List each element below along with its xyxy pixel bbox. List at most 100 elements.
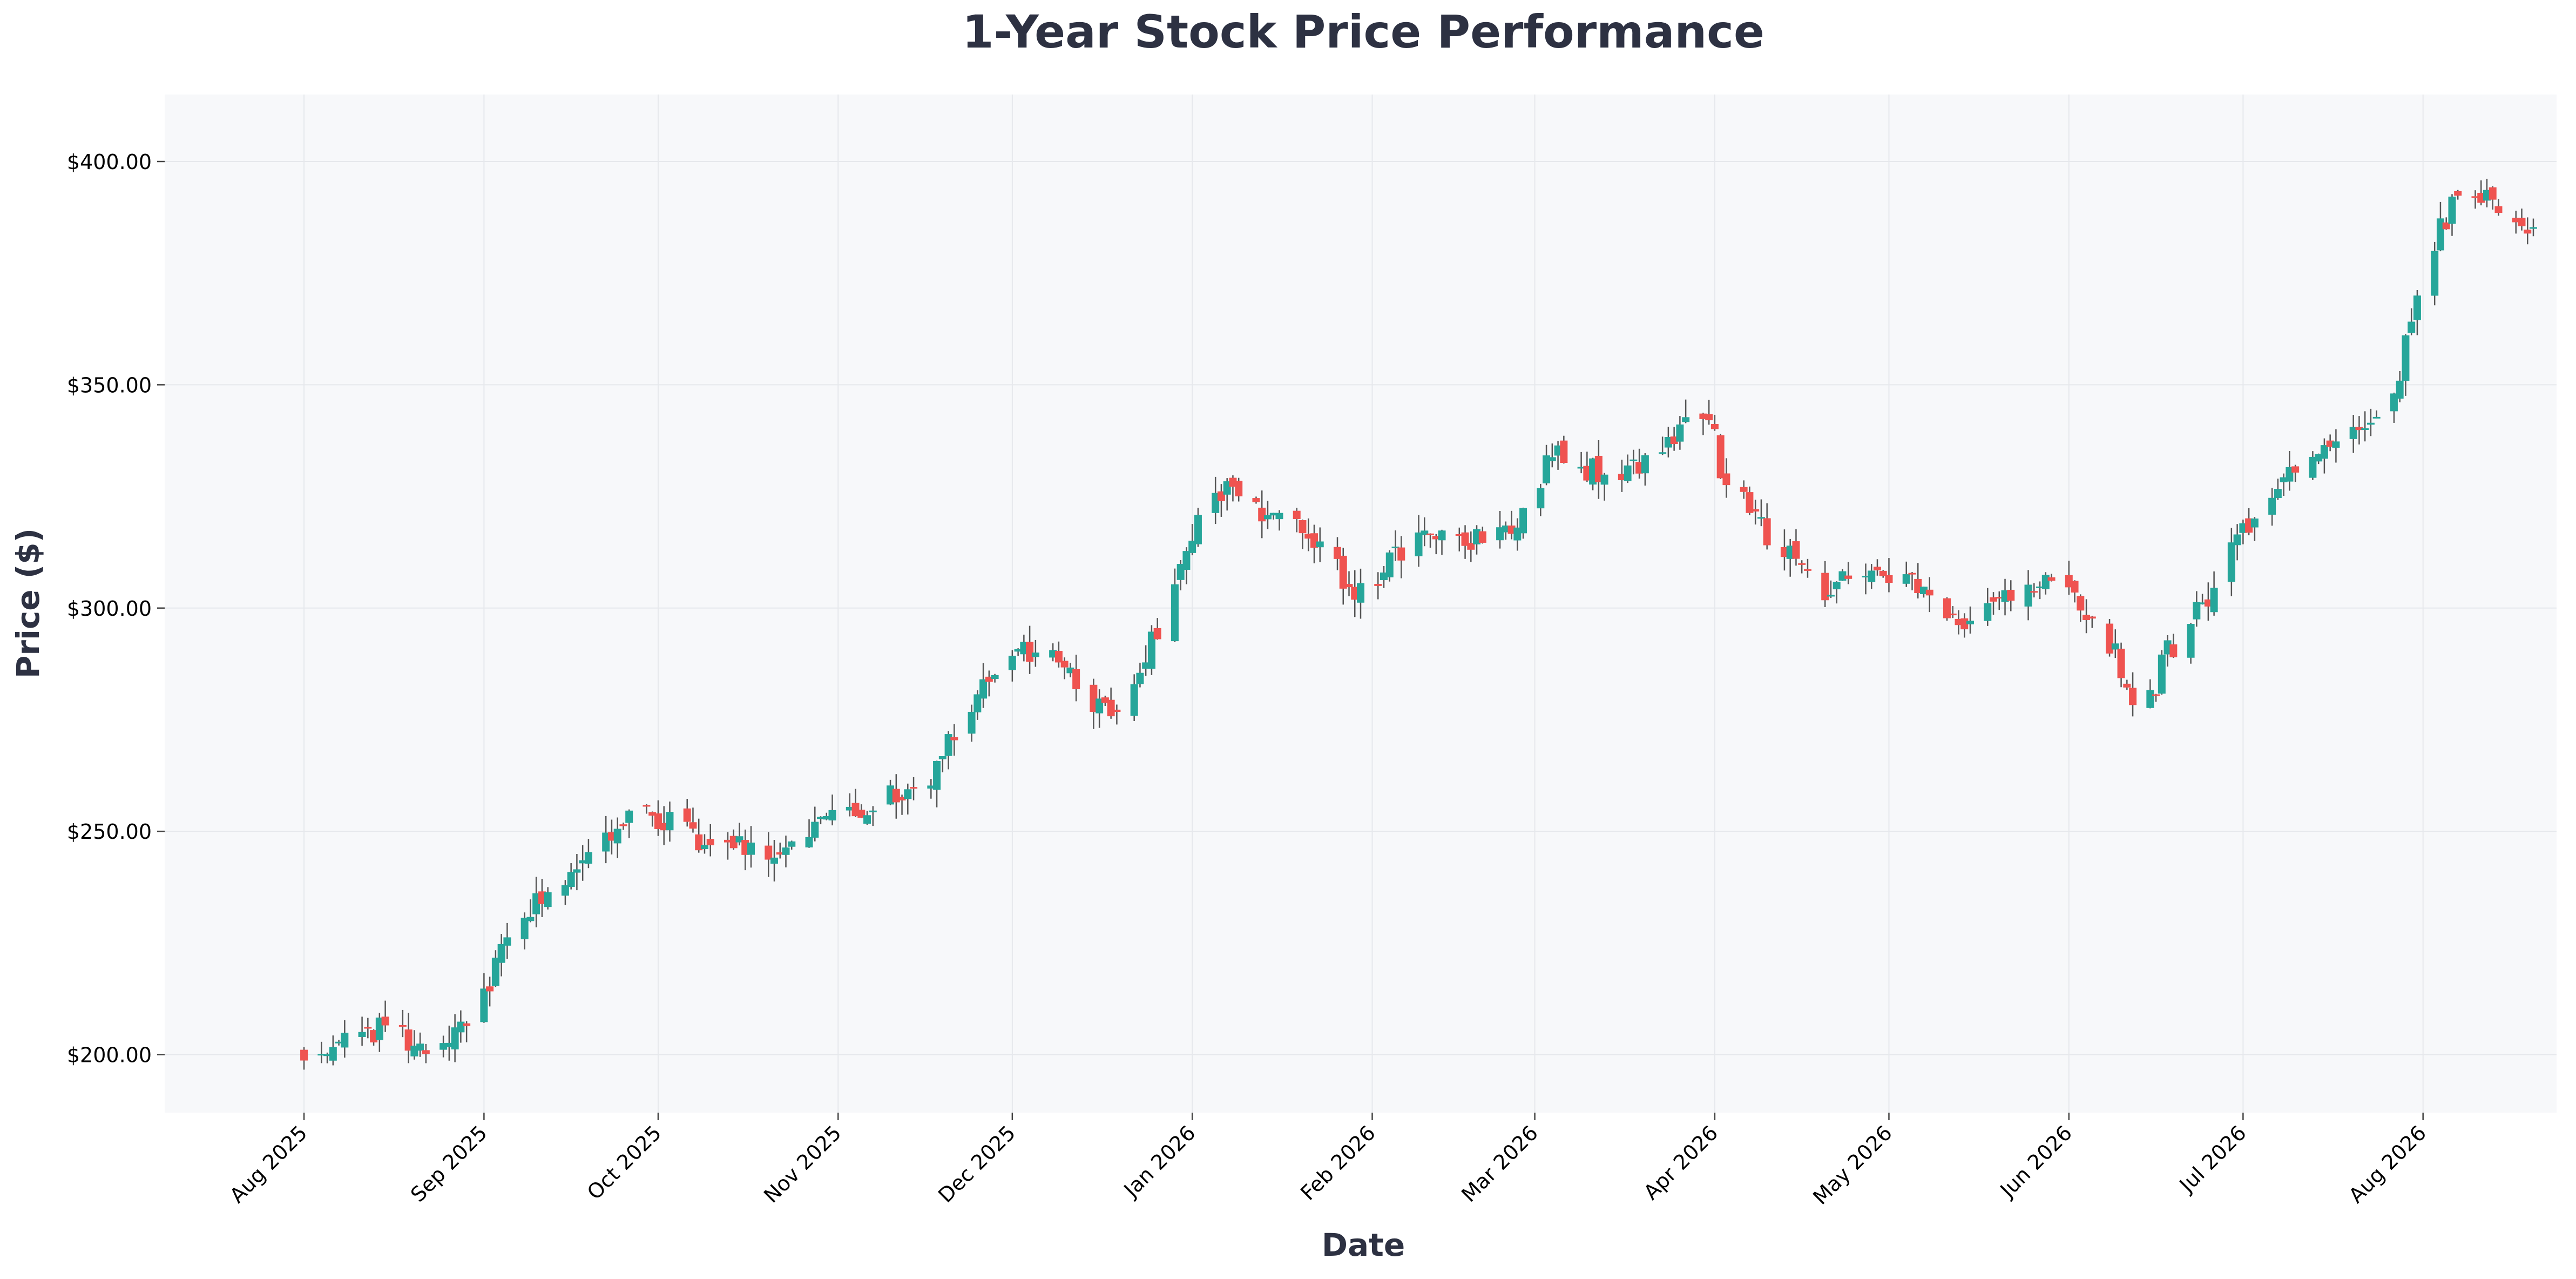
candle-up (782, 847, 790, 855)
candle-up (1223, 481, 1231, 495)
candle-up (1421, 530, 1429, 535)
candle-up (788, 841, 796, 847)
candle-up (1171, 584, 1179, 642)
candle-down (1925, 589, 1933, 596)
candle-up (1066, 667, 1074, 674)
candle-down (1217, 491, 1225, 501)
candle-down (729, 836, 738, 849)
candle-up (1502, 525, 1510, 533)
candle-down (2471, 196, 2479, 198)
candle-down (422, 1050, 430, 1054)
candle-bodies (300, 187, 2537, 1061)
candle-down (985, 676, 993, 682)
candle-up (2041, 575, 2050, 589)
candle-up (2036, 586, 2044, 588)
candle-up (933, 760, 941, 790)
candle-down (1351, 587, 1359, 600)
candle-down (2489, 187, 2497, 200)
candle-down (1090, 684, 1098, 712)
candle-down (619, 824, 627, 826)
candle-down (1507, 525, 1516, 534)
candle-down (1310, 533, 1318, 548)
candle-up (944, 734, 952, 756)
candle-up (2187, 624, 2195, 658)
candle-down (1467, 543, 1475, 550)
candle-up (625, 810, 633, 823)
candle-up (561, 885, 569, 896)
candle-up (938, 756, 946, 759)
candle-down (2518, 218, 2526, 226)
candle-down (1960, 618, 1969, 630)
candle-up (1049, 650, 1057, 658)
candle-up (341, 1032, 349, 1048)
candle-down (2065, 575, 2073, 588)
candle-down (1844, 575, 1852, 579)
candle-down (1990, 597, 1998, 602)
candle-up (584, 852, 592, 864)
candle-up (2332, 441, 2340, 448)
candle-up (991, 675, 999, 679)
candle-down (1914, 578, 1922, 594)
candle-up (1624, 465, 1632, 481)
candle-down (776, 852, 784, 855)
candle-up (1641, 455, 1649, 474)
candle-up (2233, 534, 2241, 546)
candle-down (398, 1025, 407, 1027)
candle-up (323, 1054, 332, 1056)
candle-down (1229, 477, 1237, 487)
candle-up (1833, 582, 1841, 590)
candle-down (2204, 599, 2212, 607)
candle-down (1113, 709, 1121, 712)
candle-up (1263, 515, 1272, 520)
candle-down (2007, 589, 2015, 601)
candle-up (1600, 474, 1608, 485)
y-axis-label: Price ($) (10, 528, 46, 678)
candle-up (666, 812, 674, 831)
candle-down (2477, 192, 2485, 203)
candle-up (846, 806, 854, 811)
candle-down (2512, 218, 2520, 223)
candle-up (613, 829, 621, 844)
candle-up (973, 694, 982, 712)
candle-up (358, 1032, 366, 1037)
candle-down (607, 832, 616, 841)
candle-down (1943, 598, 1951, 618)
candle-up (416, 1044, 424, 1051)
candle-up (2199, 602, 2207, 604)
candle-up (573, 869, 581, 873)
grid (165, 95, 2557, 1113)
candle-down (1670, 436, 1678, 445)
candle-up (1664, 437, 1672, 448)
candle-up (2483, 190, 2491, 201)
candle-up (2408, 321, 2416, 333)
candle-down (1949, 614, 1957, 616)
candle-down (2117, 649, 2125, 678)
candle-up (1659, 452, 1667, 454)
candle-down (1763, 518, 1771, 546)
candle-down (1153, 628, 1161, 640)
candle-down (2083, 615, 2091, 621)
candle-up (1902, 574, 1910, 584)
candle-up (532, 893, 540, 914)
candle-down (1054, 650, 1063, 663)
candle-up (863, 815, 871, 824)
candle-up (1188, 541, 1196, 553)
candle-up (747, 843, 755, 855)
x-axis-label: Date (1322, 1227, 1405, 1263)
candle-down (724, 839, 732, 843)
candle-up (445, 1042, 453, 1047)
candle-down (1583, 466, 1591, 481)
candle-down (1705, 414, 1713, 421)
y-tick-label: $200.00 (67, 1044, 152, 1067)
candle-down (898, 797, 906, 800)
candle-up (317, 1054, 326, 1056)
candle-up (1008, 656, 1016, 670)
candle-down (1618, 474, 1626, 481)
candle-up (1182, 551, 1191, 570)
candle-up (329, 1047, 337, 1061)
candle-up (2436, 218, 2444, 251)
candle-down (2454, 191, 2462, 196)
candle-up (1020, 642, 1028, 655)
candle-up (2274, 489, 2282, 499)
